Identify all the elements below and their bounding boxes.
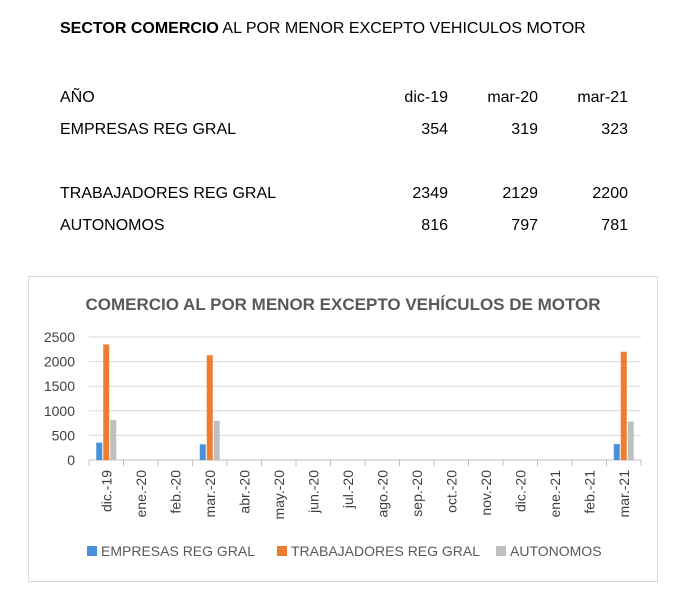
period-header: mar-20 xyxy=(487,89,538,106)
y-tick-label: 1500 xyxy=(44,378,75,394)
x-tick-label: dic.-19 xyxy=(98,470,114,512)
table-cell: 319 xyxy=(511,121,538,138)
y-tick-label: 0 xyxy=(67,452,75,468)
header-label: AÑO xyxy=(60,89,95,106)
bar xyxy=(96,442,103,460)
bar xyxy=(206,355,213,460)
legend-swatch xyxy=(496,546,506,556)
x-tick-label: ene.-21 xyxy=(547,470,563,518)
period-header: mar-21 xyxy=(577,89,628,106)
x-tick-label: jul.-20 xyxy=(340,470,356,509)
table-cell: 323 xyxy=(601,121,628,138)
table-row: TRABAJADORES REG GRAL 2349 2129 2200 xyxy=(58,178,630,210)
table-cell: 354 xyxy=(421,121,448,138)
spacer-cell xyxy=(58,146,630,178)
bar xyxy=(110,419,117,460)
row-label: EMPRESAS REG GRAL xyxy=(60,121,237,138)
y-tick-label: 2000 xyxy=(44,354,75,370)
table-spacer xyxy=(58,146,630,178)
x-tick-label: ago.-20 xyxy=(374,470,390,518)
legend-label: AUTONOMOS xyxy=(510,543,602,559)
bar xyxy=(103,344,110,460)
y-tick-label: 2500 xyxy=(44,329,75,345)
bar-chart: COMERCIO AL POR MENOR EXCEPTO VEHÍCULOS … xyxy=(44,295,642,559)
x-tick-label: jun.-20 xyxy=(305,470,321,514)
bar xyxy=(213,420,220,460)
page-title: SECTOR COMERCIO AL POR MENOR EXCEPTO VEH… xyxy=(60,20,586,38)
x-tick-label: dic.-20 xyxy=(512,470,528,512)
x-tick-label: feb.-20 xyxy=(167,470,183,514)
bar xyxy=(613,444,620,460)
bar xyxy=(620,351,627,460)
x-tick-label: sep.-20 xyxy=(409,470,425,517)
legend-swatch xyxy=(277,546,287,556)
x-tick-label: mar.-21 xyxy=(616,470,632,518)
summary-header-row: AÑO dic-19 mar-20 mar-21 xyxy=(58,82,630,114)
legend-swatch xyxy=(87,546,97,556)
x-tick-label: nov.-20 xyxy=(478,470,494,516)
table-cell: 816 xyxy=(421,217,448,234)
table-cell: 797 xyxy=(511,217,538,234)
page-title-rest: AL POR MENOR EXCEPTO VEHICULOS MOTOR xyxy=(218,20,586,37)
table-cell: 2349 xyxy=(412,185,448,202)
table-cell: 2200 xyxy=(592,185,628,202)
x-tick-label: abr.-20 xyxy=(236,470,252,514)
period-header: dic-19 xyxy=(404,89,448,106)
legend-label: EMPRESAS REG GRAL xyxy=(101,543,255,559)
x-tick-label: feb.-21 xyxy=(581,470,597,514)
table-row: EMPRESAS REG GRAL 354 319 323 xyxy=(58,114,630,146)
page-title-bold: SECTOR COMERCIO xyxy=(60,20,219,37)
x-tick-label: ene.-20 xyxy=(133,470,149,518)
chart-title: COMERCIO AL POR MENOR EXCEPTO VEHÍCULOS … xyxy=(85,295,600,314)
x-tick-label: oct.-20 xyxy=(443,470,459,513)
y-tick-label: 500 xyxy=(52,427,76,443)
bar xyxy=(627,421,634,460)
x-tick-label: may.-20 xyxy=(271,470,287,520)
chart-container: COMERCIO AL POR MENOR EXCEPTO VEHÍCULOS … xyxy=(28,276,658,582)
table-row: AUTONOMOS 816 797 781 xyxy=(58,210,630,242)
row-label: AUTONOMOS xyxy=(60,217,165,234)
legend-label: TRABAJADORES REG GRAL xyxy=(291,543,480,559)
y-tick-label: 1000 xyxy=(44,403,75,419)
row-label: TRABAJADORES REG GRAL xyxy=(60,185,277,202)
table-cell: 781 xyxy=(601,217,628,234)
x-tick-label: mar.-20 xyxy=(202,470,218,518)
summary-table: AÑO dic-19 mar-20 mar-21 EMPRESAS REG GR… xyxy=(58,82,630,242)
bar xyxy=(199,444,206,460)
table-cell: 2129 xyxy=(502,185,538,202)
